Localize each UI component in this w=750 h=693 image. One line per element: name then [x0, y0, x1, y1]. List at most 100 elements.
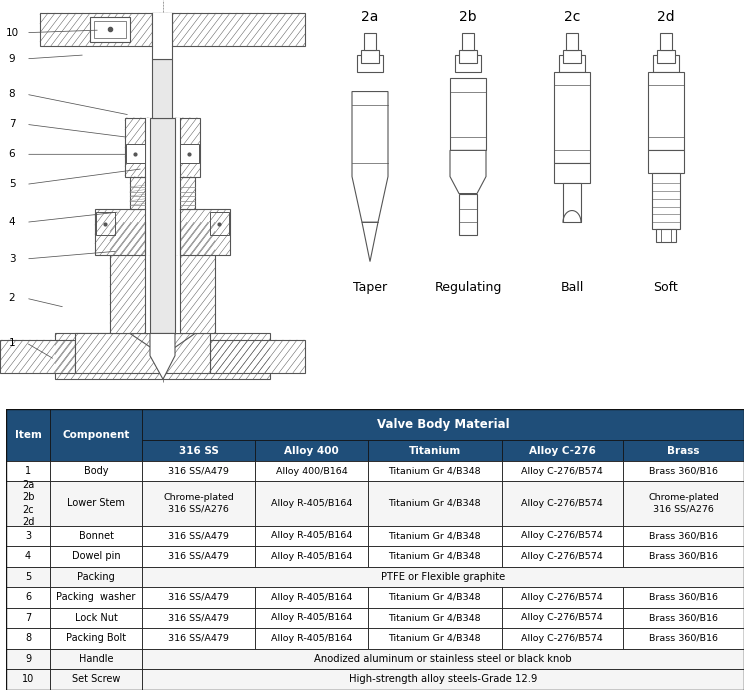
- Text: Bonnet: Bonnet: [79, 531, 113, 541]
- Text: 2c: 2c: [564, 10, 580, 24]
- Text: 5: 5: [25, 572, 32, 582]
- Text: 2d: 2d: [657, 10, 675, 24]
- Text: Alloy R-405/B164: Alloy R-405/B164: [271, 634, 352, 643]
- Bar: [145, 222, 180, 333]
- Bar: [50, 567, 142, 587]
- Bar: [368, 525, 502, 546]
- Bar: [145, 177, 180, 209]
- Text: Titanium Gr 4/B348: Titanium Gr 4/B348: [388, 613, 481, 622]
- Text: Alloy R-405/B164: Alloy R-405/B164: [271, 552, 352, 561]
- Text: Titanium Gr 4/B348: Titanium Gr 4/B348: [388, 499, 481, 508]
- Bar: [50, 525, 142, 546]
- Bar: [657, 50, 675, 63]
- Text: Brass 360/B16: Brass 360/B16: [649, 634, 718, 643]
- Bar: [622, 482, 744, 525]
- Text: Anodized aluminum or stainless steel or black knob: Anodized aluminum or stainless steel or …: [314, 653, 572, 664]
- Bar: [50, 409, 142, 461]
- Bar: [210, 212, 229, 236]
- Bar: [130, 177, 195, 209]
- Bar: [656, 229, 676, 242]
- Bar: [50, 608, 142, 628]
- Bar: [368, 628, 502, 649]
- Text: Alloy R-405/B164: Alloy R-405/B164: [271, 532, 352, 541]
- Bar: [125, 118, 200, 177]
- Bar: [462, 33, 474, 50]
- Text: Alloy C-276/B574: Alloy C-276/B574: [521, 613, 603, 622]
- Bar: [142, 525, 255, 546]
- Bar: [554, 164, 590, 183]
- Text: 8: 8: [25, 633, 32, 643]
- Bar: [660, 33, 672, 50]
- Text: Titanium Gr 4/B348: Titanium Gr 4/B348: [388, 532, 481, 541]
- Bar: [110, 222, 215, 333]
- Bar: [152, 59, 172, 118]
- Bar: [55, 333, 270, 379]
- Bar: [0, 340, 75, 373]
- Bar: [6, 461, 50, 482]
- Text: Handle: Handle: [79, 653, 113, 664]
- Bar: [361, 50, 379, 63]
- Bar: [152, 13, 172, 59]
- Bar: [255, 441, 368, 461]
- Bar: [142, 546, 255, 567]
- Text: 316 SS: 316 SS: [178, 446, 218, 456]
- Text: Brass 360/B16: Brass 360/B16: [649, 532, 718, 541]
- Bar: [6, 546, 50, 567]
- Text: Regulating: Regulating: [434, 281, 502, 294]
- Bar: [6, 482, 50, 525]
- Bar: [255, 525, 368, 546]
- Bar: [368, 546, 502, 567]
- Bar: [255, 628, 368, 649]
- Text: 3: 3: [9, 254, 15, 264]
- Text: Valve Body Material: Valve Body Material: [376, 418, 509, 431]
- Polygon shape: [362, 222, 378, 261]
- Bar: [554, 72, 590, 164]
- Bar: [502, 608, 622, 628]
- Bar: [6, 608, 50, 628]
- Polygon shape: [150, 333, 175, 379]
- Text: Titanium Gr 4/B348: Titanium Gr 4/B348: [388, 593, 481, 602]
- Text: Alloy C-276/B574: Alloy C-276/B574: [521, 552, 603, 561]
- Bar: [368, 587, 502, 608]
- Bar: [210, 340, 305, 373]
- Bar: [653, 55, 679, 72]
- Text: Alloy R-405/B164: Alloy R-405/B164: [271, 593, 352, 602]
- Bar: [50, 461, 142, 482]
- Bar: [142, 461, 255, 482]
- Text: Brass 360/B16: Brass 360/B16: [649, 552, 718, 561]
- Bar: [622, 608, 744, 628]
- Text: 9: 9: [9, 54, 15, 64]
- Bar: [75, 333, 210, 373]
- Bar: [50, 628, 142, 649]
- Text: Chrome-plated
316 SS/A276: Chrome-plated 316 SS/A276: [163, 493, 234, 514]
- Bar: [563, 183, 581, 222]
- Bar: [622, 461, 744, 482]
- Bar: [502, 587, 622, 608]
- Text: Brass: Brass: [668, 446, 700, 456]
- Bar: [145, 209, 180, 255]
- Bar: [142, 608, 255, 628]
- Bar: [502, 628, 622, 649]
- Text: 6: 6: [25, 593, 32, 602]
- Bar: [142, 441, 255, 461]
- Text: Packing  washer: Packing washer: [56, 593, 136, 602]
- Bar: [648, 150, 684, 173]
- Text: Item: Item: [15, 430, 41, 440]
- Text: 2a
2b
2c
2d: 2a 2b 2c 2d: [22, 480, 34, 527]
- Text: 1: 1: [25, 466, 32, 476]
- Text: 7: 7: [9, 119, 15, 129]
- Bar: [126, 144, 145, 164]
- Bar: [502, 441, 622, 461]
- Text: 1: 1: [9, 337, 15, 348]
- Text: Alloy C-276: Alloy C-276: [529, 446, 596, 456]
- Text: 10: 10: [5, 28, 19, 37]
- Text: Component: Component: [62, 430, 130, 440]
- Bar: [622, 587, 744, 608]
- Text: Alloy C-276/B574: Alloy C-276/B574: [521, 634, 603, 643]
- Text: 8: 8: [9, 89, 15, 99]
- Text: Alloy R-405/B164: Alloy R-405/B164: [271, 499, 352, 508]
- Text: 2b: 2b: [459, 10, 477, 24]
- Bar: [90, 17, 130, 42]
- Text: 3: 3: [25, 531, 32, 541]
- Bar: [96, 212, 115, 236]
